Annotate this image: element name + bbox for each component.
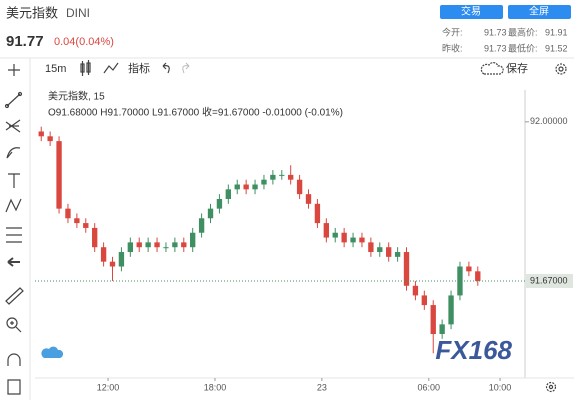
x-tick-label: 06:00 (418, 382, 441, 392)
candle-body (430, 305, 436, 335)
x-tick-label: 10:00 (489, 382, 512, 392)
candle-body (92, 227, 98, 248)
candle-body (145, 242, 151, 248)
stat-label: 昨收: (442, 42, 463, 53)
candle-body (288, 174, 294, 180)
candle-body (466, 266, 472, 272)
candle-body (74, 218, 80, 224)
stat-label: 最高价: (508, 26, 538, 37)
candle-body (243, 184, 249, 190)
candle-body (207, 208, 214, 219)
candle-body (270, 174, 276, 180)
change: 0.04(0.04%) (54, 36, 114, 48)
symbol-name: 美元指数 (6, 5, 58, 20)
fullscreen-button[interactable] (508, 5, 571, 19)
settings-icon[interactable] (555, 63, 567, 75)
trade-button[interactable] (440, 5, 503, 19)
candle-body (279, 174, 285, 176)
legend-values: O91.68000 H91.70000 L91.67000 收=91.67000… (48, 106, 343, 119)
save[interactable]: 保存 (506, 61, 528, 75)
redo-icon[interactable] (182, 62, 190, 74)
candle-body (127, 242, 133, 253)
x-tick-label: 12:00 (97, 382, 120, 392)
interval[interactable]: 15m (45, 63, 66, 75)
undo-icon[interactable] (162, 62, 170, 74)
candle-body (261, 179, 267, 185)
candle-body (314, 203, 321, 224)
candle-body (163, 247, 169, 249)
candle-body (368, 242, 374, 253)
candle-body (421, 295, 427, 306)
candle-body (181, 242, 187, 248)
y-tick-label: 92.00000 (530, 116, 568, 126)
candle-body (341, 232, 347, 243)
candle-body (457, 266, 463, 296)
candle-body (296, 179, 303, 195)
price: 91.77 (6, 33, 44, 50)
bottom-settings-icon[interactable] (545, 381, 557, 393)
last-price-label: 91.67000 (530, 275, 568, 285)
candle-body (412, 285, 419, 296)
candle-body (172, 242, 178, 248)
stat-value: 91.52 (545, 43, 568, 53)
legend-title: 美元指数, 15 (48, 90, 105, 103)
candle-body (136, 242, 142, 248)
candle-body (252, 184, 258, 190)
candle-body (359, 237, 365, 243)
candle-body (216, 198, 223, 209)
candle-body (332, 232, 338, 238)
last-price-box (526, 273, 573, 288)
watermark: FX168 (435, 335, 512, 365)
candle-body (305, 194, 312, 204)
candle-body (394, 252, 401, 257)
candle-body (109, 261, 116, 267)
candle-body (100, 247, 107, 262)
stat-value: 91.73 (484, 43, 507, 53)
candle-body (83, 223, 89, 228)
indicator-icon[interactable] (103, 62, 119, 74)
candle-body (386, 247, 392, 257)
candle-icon[interactable] (80, 60, 91, 76)
candle-body (323, 223, 329, 238)
candle-body (225, 189, 231, 199)
indicators[interactable]: 指标 (128, 61, 150, 75)
candle-body (190, 232, 196, 248)
stat-value: 91.91 (545, 27, 568, 37)
left-toolbar[interactable] (4, 64, 24, 395)
trade-label[interactable]: 交易 (461, 5, 481, 18)
candle-body (198, 218, 205, 233)
candle-body (38, 131, 44, 137)
candle-body (448, 295, 454, 325)
candle-body (403, 252, 410, 286)
symbol-code: DINI (66, 6, 90, 20)
candle-body (47, 136, 53, 142)
logo-icon (41, 346, 64, 358)
candle-body (439, 324, 445, 335)
candle-body (234, 184, 240, 190)
stat-label: 最低价: (508, 42, 538, 53)
candle-body (350, 237, 356, 243)
fullscreen-label[interactable]: 全屏 (529, 5, 549, 18)
candle-body (377, 247, 383, 253)
candle-body (475, 271, 481, 281)
candle-body (118, 252, 125, 267)
stat-value: 91.73 (484, 27, 507, 37)
x-tick-label: 18:00 (204, 382, 227, 392)
candle-body (154, 242, 160, 248)
x-tick-label: 23 (317, 382, 327, 392)
candle-body (56, 141, 62, 209)
candle-body (65, 208, 71, 219)
stat-label: 今开: (442, 26, 463, 37)
cloud-icon[interactable] (480, 62, 504, 75)
